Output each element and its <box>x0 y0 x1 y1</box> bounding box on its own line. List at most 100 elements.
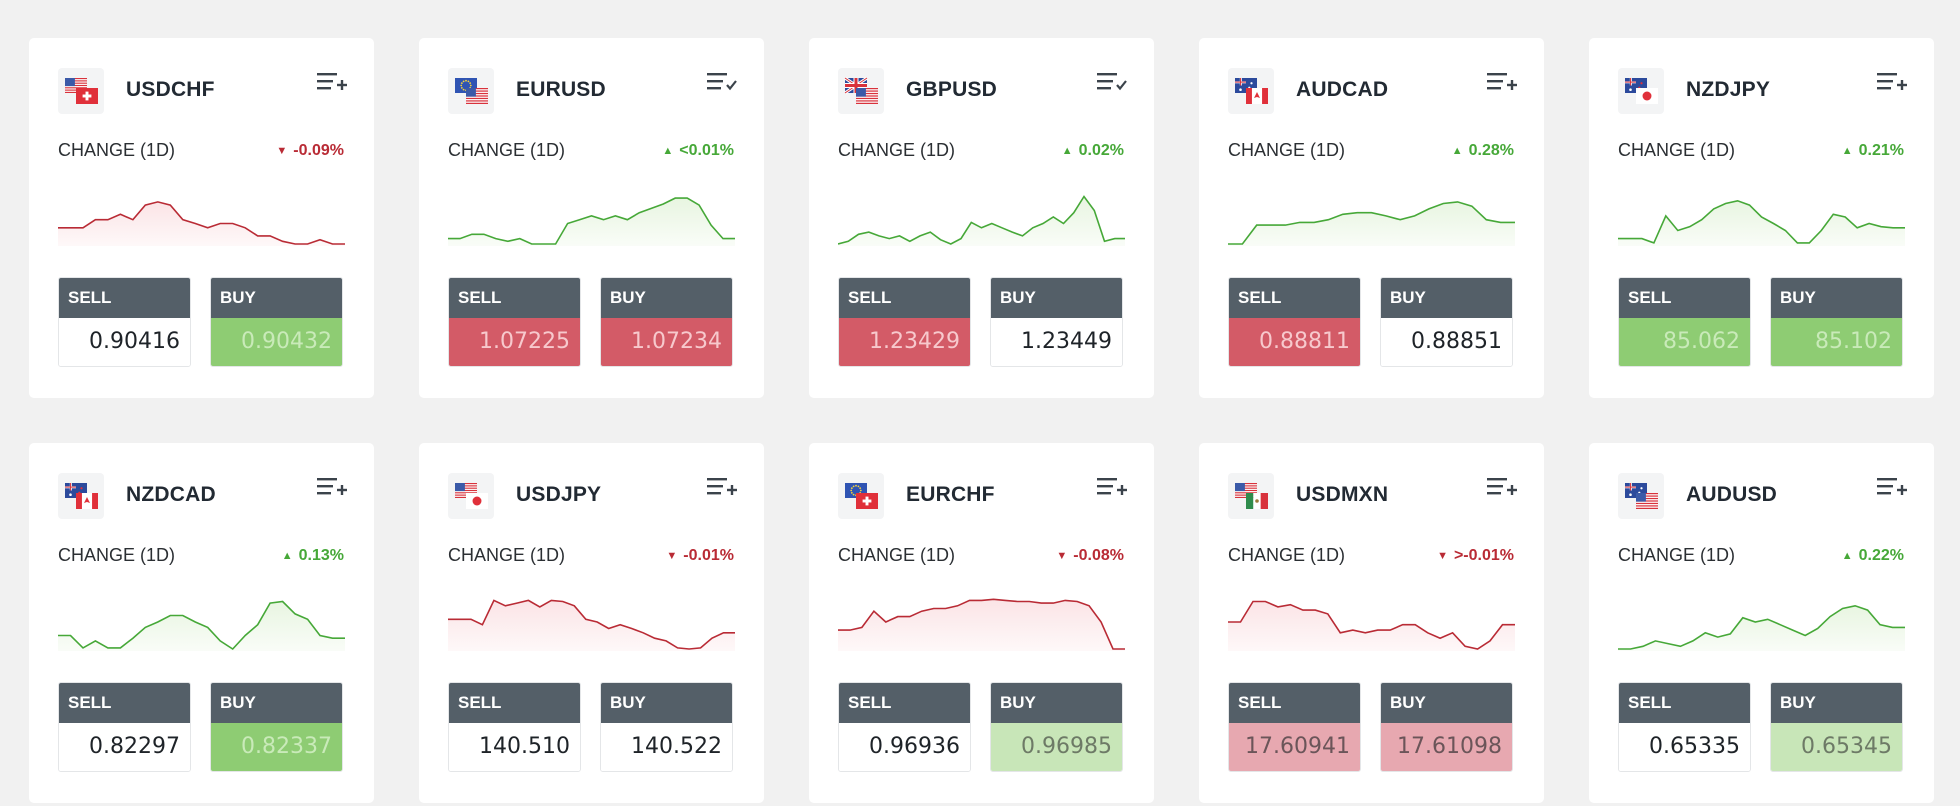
sell-button[interactable]: SELL 85.062 <box>1618 277 1751 367</box>
buy-price: 17.61098 <box>1381 723 1512 771</box>
instrument-symbol[interactable]: NZDCAD <box>126 483 216 506</box>
sell-label: SELL <box>839 278 970 318</box>
arrow-up-icon: ▲ <box>1841 145 1853 157</box>
change-value: ▲ 0.22% <box>1842 547 1904 565</box>
change-percent: 0.21% <box>1858 142 1904 159</box>
instrument-symbol[interactable]: AUDCAD <box>1296 78 1389 101</box>
sell-label: SELL <box>1229 683 1360 723</box>
change-label: CHANGE (1D) <box>58 545 176 565</box>
instrument-card-nzdjpy[interactable]: NZDJPY CHANGE (1D) ▲ 0.21% SELL 85.06 <box>1589 38 1934 398</box>
sparkline-area <box>1618 200 1905 246</box>
buy-label: BUY <box>1381 278 1512 318</box>
instrument-grid: USDCHF CHANGE (1D) ▼ -0.09% SELL 0.90 <box>29 38 1934 803</box>
instrument-symbol[interactable]: USDJPY <box>516 483 602 506</box>
flag-tile <box>1228 473 1274 519</box>
instrument-card-nzdcad[interactable]: NZDCAD CHANGE (1D) ▲ 0.13% SELL 0.822 <box>29 443 374 803</box>
card-header: USDJPY <box>448 473 738 519</box>
instrument-symbol[interactable]: USDMXN <box>1296 483 1389 506</box>
sell-button[interactable]: SELL 1.07225 <box>448 277 581 367</box>
change-value: ▲ 0.13% <box>282 547 344 565</box>
sell-label: SELL <box>449 278 580 318</box>
change-percent: <0.01% <box>679 142 734 159</box>
buy-label: BUY <box>991 278 1122 318</box>
buy-button[interactable]: BUY 1.07234 <box>600 277 733 367</box>
instrument-card-audusd[interactable]: AUDUSD CHANGE (1D) ▲ 0.22% SELL 0.653 <box>1589 443 1934 803</box>
card-header: GBPUSD <box>838 68 1128 114</box>
instrument-symbol[interactable]: EURUSD <box>516 78 606 101</box>
card-header: AUDUSD <box>1618 473 1908 519</box>
instrument-symbol[interactable]: NZDJPY <box>1686 78 1771 101</box>
watchlist-added-icon[interactable] <box>1093 67 1129 99</box>
watchlist-added-icon[interactable] <box>703 67 739 99</box>
add-to-watchlist-icon[interactable] <box>1483 67 1519 99</box>
flag-tile <box>448 68 494 114</box>
sell-button[interactable]: SELL 0.65335 <box>1618 682 1751 772</box>
sell-price: 1.07225 <box>449 318 580 366</box>
add-to-watchlist-icon[interactable] <box>703 472 739 504</box>
flag-tile <box>1618 473 1664 519</box>
au-us-flag-icon <box>1625 483 1658 509</box>
instrument-card-usdjpy[interactable]: USDJPY CHANGE (1D) ▼ -0.01% SELL 140. <box>419 443 764 803</box>
change-label: CHANGE (1D) <box>1618 545 1736 565</box>
buy-label: BUY <box>1771 278 1902 318</box>
sell-button[interactable]: SELL 0.90416 <box>58 277 191 367</box>
instrument-symbol[interactable]: AUDUSD <box>1686 483 1778 506</box>
change-label: CHANGE (1D) <box>1228 140 1346 160</box>
change-percent: -0.08% <box>1073 547 1124 564</box>
instrument-symbol[interactable]: USDCHF <box>126 78 215 101</box>
add-to-watchlist-icon[interactable] <box>1873 67 1909 99</box>
sparkline-area <box>448 198 735 246</box>
sell-button[interactable]: SELL 140.510 <box>448 682 581 772</box>
add-to-watchlist-icon[interactable] <box>1093 472 1129 504</box>
change-percent: -0.01% <box>683 547 734 564</box>
sell-label: SELL <box>839 683 970 723</box>
change-percent: 0.02% <box>1078 142 1124 159</box>
instrument-card-eurchf[interactable]: EURCHF CHANGE (1D) ▼ -0.08% SELL 0.96 <box>809 443 1154 803</box>
add-to-watchlist-icon[interactable] <box>313 472 349 504</box>
buy-button[interactable]: BUY 0.82337 <box>210 682 343 772</box>
sell-button[interactable]: SELL 0.82297 <box>58 682 191 772</box>
nz-ca-flag-icon <box>65 483 98 509</box>
sell-button[interactable]: SELL 0.88811 <box>1228 277 1361 367</box>
sparkline-line <box>1618 604 1905 650</box>
sparkline-area <box>1228 201 1515 246</box>
sell-button[interactable]: SELL 1.23429 <box>838 277 971 367</box>
sell-button[interactable]: SELL 17.60941 <box>1228 682 1361 772</box>
buy-button[interactable]: BUY 17.61098 <box>1380 682 1513 772</box>
instrument-card-audcad[interactable]: AUDCAD CHANGE (1D) ▲ 0.28% SELL 0.888 <box>1199 38 1544 398</box>
arrow-down-icon: ▼ <box>276 145 288 157</box>
buy-button[interactable]: BUY 0.65345 <box>1770 682 1903 772</box>
add-to-watchlist-icon[interactable] <box>313 67 349 99</box>
instrument-card-usdchf[interactable]: USDCHF CHANGE (1D) ▼ -0.09% SELL 0.90 <box>29 38 374 398</box>
buy-button[interactable]: BUY 85.102 <box>1770 277 1903 367</box>
sell-button[interactable]: SELL 0.96936 <box>838 682 971 772</box>
us-jp-flag-icon <box>455 483 488 509</box>
sparkline-line <box>1228 600 1515 650</box>
flag-tile <box>1618 68 1664 114</box>
change-value: ▼ -0.09% <box>276 142 344 160</box>
buy-button[interactable]: BUY 0.88851 <box>1380 277 1513 367</box>
buy-button[interactable]: BUY 140.522 <box>600 682 733 772</box>
change-value: ▼ -0.08% <box>1056 547 1124 565</box>
buy-button[interactable]: BUY 1.23449 <box>990 277 1123 367</box>
change-value: ▲ 0.21% <box>1842 142 1904 160</box>
add-to-watchlist-icon[interactable] <box>1483 472 1519 504</box>
add-to-watchlist-icon[interactable] <box>1873 472 1909 504</box>
sparkline-chart <box>1618 199 1905 246</box>
instrument-symbol[interactable]: EURCHF <box>906 483 995 506</box>
buy-button[interactable]: BUY 0.96985 <box>990 682 1123 772</box>
sparkline-chart <box>448 197 735 246</box>
instrument-card-eurusd[interactable]: EURUSD CHANGE (1D) ▲ <0.01% SELL 1.07 <box>419 38 764 398</box>
sell-label: SELL <box>449 683 580 723</box>
sparkline-chart <box>58 600 345 651</box>
sparkline-area <box>1228 601 1515 651</box>
buy-price: 0.90432 <box>211 318 342 366</box>
buy-label: BUY <box>1381 683 1512 723</box>
buy-button[interactable]: BUY 0.90432 <box>210 277 343 367</box>
change-value: ▼ -0.01% <box>666 547 734 565</box>
instrument-card-gbpusd[interactable]: GBPUSD CHANGE (1D) ▲ 0.02% SELL 1.234 <box>809 38 1154 398</box>
buy-price: 0.65345 <box>1771 723 1902 771</box>
sparkline-area <box>58 601 345 651</box>
instrument-card-usdmxn[interactable]: USDMXN CHANGE (1D) ▼ >-0.01% SELL 17. <box>1199 443 1544 803</box>
instrument-symbol[interactable]: GBPUSD <box>906 78 998 101</box>
